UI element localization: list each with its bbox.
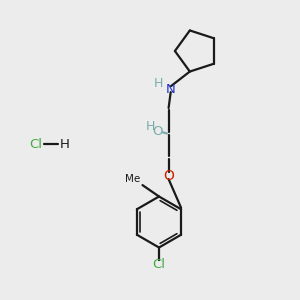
Text: Cl: Cl <box>152 258 166 272</box>
Text: H: H <box>60 137 69 151</box>
Text: O: O <box>152 124 163 138</box>
Text: Me: Me <box>125 174 140 184</box>
Text: O: O <box>163 169 174 182</box>
Text: H: H <box>145 120 155 134</box>
Text: Cl: Cl <box>29 137 43 151</box>
Text: H: H <box>153 76 163 90</box>
Text: N: N <box>166 83 175 96</box>
